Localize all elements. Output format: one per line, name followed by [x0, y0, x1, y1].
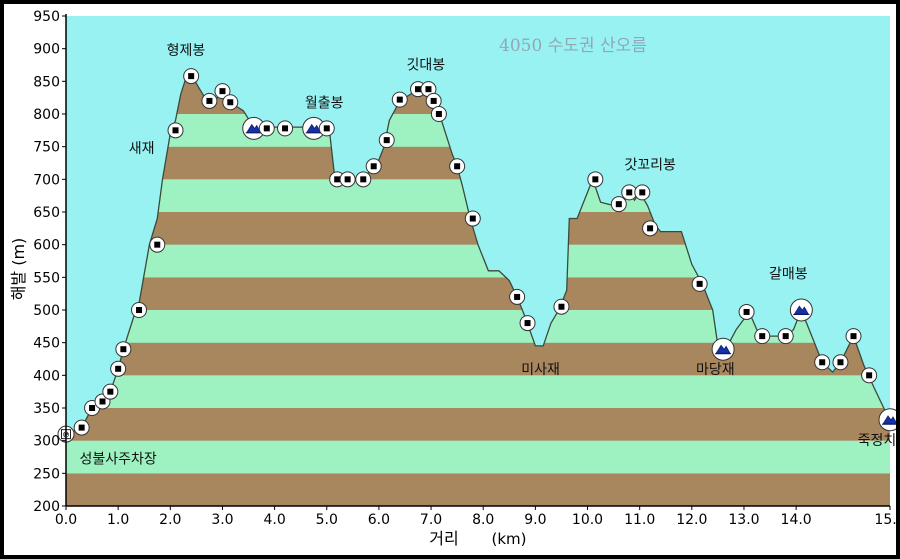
waypoint-marker [587, 171, 604, 188]
y-tick-label: 300 [33, 434, 60, 450]
x-tick-label: 15.8 [874, 512, 896, 528]
waypoint-marker [754, 328, 771, 345]
y-tick-label: 700 [33, 172, 60, 188]
waypoint-marker [365, 158, 382, 175]
peak-icon [878, 408, 900, 432]
x-tick-label: 11.0 [624, 512, 655, 528]
place-label: 갓꼬리봉 [624, 158, 676, 174]
x-tick-label: 10.0 [572, 512, 603, 528]
waypoint-marker [73, 419, 90, 436]
waypoint-marker [167, 122, 184, 139]
waypoint-marker [610, 196, 627, 213]
place-label: 갈매봉 [769, 267, 808, 283]
y-tick-label: 500 [33, 303, 60, 319]
waypoint-marker [378, 132, 395, 149]
waypoint-marker [214, 83, 231, 100]
waypoint-marker [777, 328, 794, 345]
x-tick-label: 12.0 [676, 512, 707, 528]
y-tick-label: 600 [33, 238, 60, 254]
waypoint-marker [183, 68, 200, 85]
waypoint-marker [861, 367, 878, 384]
waypoint-marker [201, 92, 218, 109]
y-tick-label: 200 [33, 499, 60, 515]
waypoint-marker [131, 302, 148, 318]
waypoint-marker [258, 120, 275, 137]
waypoint-marker [339, 171, 356, 188]
elevation-band [66, 408, 890, 441]
elevation-band [66, 440, 890, 474]
place-label: 월출봉 [305, 95, 344, 111]
y-tick-label: 900 [33, 42, 60, 58]
waypoint-marker [318, 120, 335, 137]
x-tick-label: 1.0 [107, 512, 129, 528]
y-tick-label: 250 [33, 466, 60, 482]
y-tick-label: 400 [33, 368, 60, 384]
x-axis-ticks: 0.0 1.0 2.0 3.0 4.0 5.0 6.0 7.0 8.0 9.0 10.0 11.0 12… [55, 506, 900, 528]
waypoint-marker [642, 220, 659, 237]
y-tick-label: 950 [33, 9, 60, 25]
waypoint-marker [391, 91, 408, 108]
waypoint-marker [430, 106, 447, 122]
peak-icon [242, 116, 266, 140]
waypoint-marker [277, 120, 294, 137]
peak-icon [789, 298, 813, 322]
x-tick-label: 0.0 [55, 512, 77, 528]
x-tick-label: 13.0 [728, 512, 759, 528]
place-label: 새재 [129, 141, 155, 157]
y-tick-label: 800 [33, 107, 60, 123]
chart-watermark: 4050 수도권 산오름 [499, 36, 647, 56]
y-tick-label: 650 [33, 205, 60, 221]
x-tick-label: 6.0 [368, 512, 390, 528]
peak-icon [711, 337, 735, 361]
place-label: 미사재 [521, 362, 560, 378]
elevation-band [66, 342, 890, 376]
waypoint-marker [691, 275, 708, 292]
waypoint-marker [355, 171, 372, 188]
waypoint-marker [102, 383, 119, 400]
x-tick-label: 9.0 [524, 512, 546, 528]
waypoint-marker [110, 360, 127, 377]
waypoint-marker [832, 354, 849, 371]
waypoint-marker [814, 354, 831, 371]
y-tick-label: 450 [33, 336, 60, 352]
waypoint-marker [738, 303, 755, 320]
x-tick-label: 5.0 [316, 512, 338, 528]
elevation-band [66, 473, 890, 506]
y-tick-label: 350 [33, 401, 60, 417]
waypoint-marker [519, 315, 536, 332]
place-label: 형제봉 [167, 43, 206, 59]
waypoint-marker [509, 288, 526, 305]
place-label: 성불사주차장 [80, 452, 157, 468]
x-axis-unit: (km) [491, 530, 526, 548]
x-tick-label: 7.0 [420, 512, 442, 528]
y-axis-ticks: 200 250 300 350 400 450 500 550 600 650 700 750 800 8… [33, 9, 66, 515]
waypoint-marker [464, 210, 481, 227]
waypoint-markers: ℗ [57, 68, 900, 443]
place-label: 깃대봉 [407, 58, 446, 74]
waypoint-marker [222, 94, 239, 111]
x-axis-label: 거리 [429, 529, 458, 548]
place-label: 죽정치 [858, 433, 896, 449]
waypoint-marker [553, 298, 570, 315]
y-axis-label: 해발 (m) [9, 238, 28, 301]
place-label: 마당재 [696, 362, 735, 378]
y-tick-label: 750 [33, 140, 60, 156]
waypoint-marker [449, 158, 466, 175]
y-tick-label: 850 [33, 74, 60, 90]
x-tick-label: 2.0 [159, 512, 181, 528]
waypoint-marker [845, 328, 862, 345]
waypoint-marker [115, 341, 132, 358]
waypoint-marker [149, 236, 166, 253]
x-tick-label: 4.0 [263, 512, 285, 528]
elevation-band [66, 375, 890, 408]
x-tick-label: 3.0 [211, 512, 233, 528]
x-tick-label: 8.0 [472, 512, 494, 528]
waypoint-marker [634, 184, 651, 201]
y-tick-label: 550 [33, 270, 60, 286]
x-tick-label: 14.0 [781, 512, 812, 528]
